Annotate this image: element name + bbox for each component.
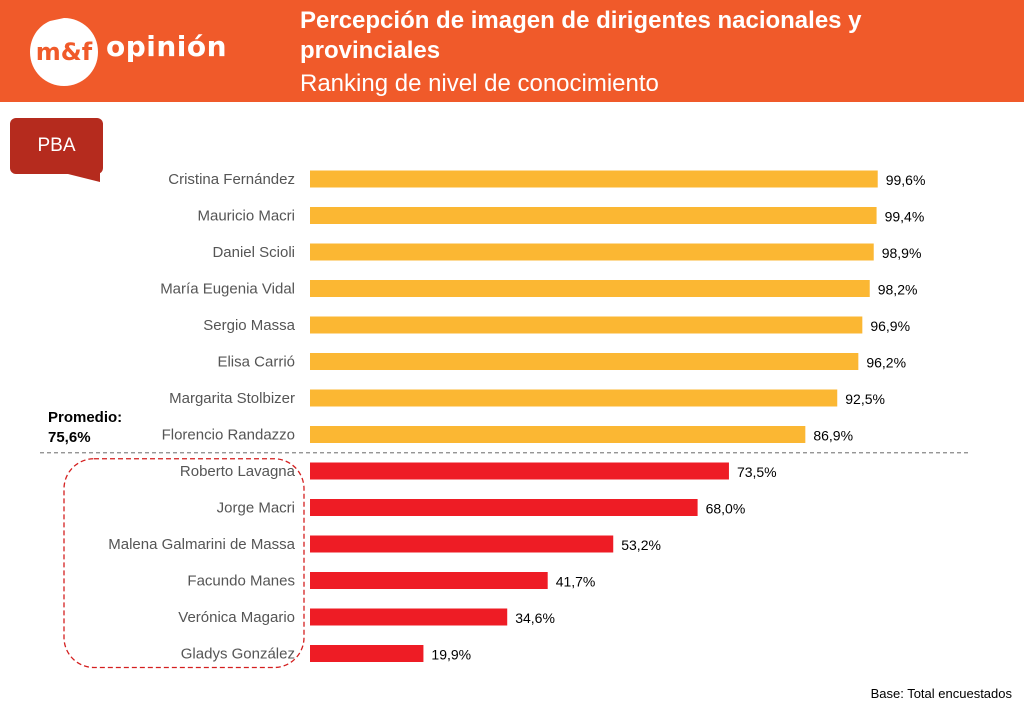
category-label: Florencio Randazzo xyxy=(162,427,295,444)
average-value: 75,6% xyxy=(48,429,91,446)
category-label: Roberto Lavagna xyxy=(180,463,296,480)
data-label: 73,5% xyxy=(737,464,777,480)
bar xyxy=(310,389,838,407)
bar xyxy=(310,535,614,553)
data-label: 99,4% xyxy=(885,209,925,225)
category-label: Cristina Fernández xyxy=(168,171,295,188)
category-label: Sergio Massa xyxy=(203,317,295,334)
logo-drop-icon xyxy=(30,18,98,86)
page-title: Percepción de imagen de dirigentes nacio… xyxy=(300,7,862,64)
data-label: 99,6% xyxy=(886,172,926,188)
category-label: Daniel Scioli xyxy=(212,244,295,261)
bar xyxy=(310,499,698,516)
category-label: Mauricio Macri xyxy=(197,208,295,225)
header-banner: m&f opinión Percepción de imagen de diri… xyxy=(0,0,1024,102)
bar xyxy=(310,645,424,662)
bar xyxy=(310,572,548,589)
bar xyxy=(310,243,874,261)
data-label: 53,2% xyxy=(621,537,661,553)
region-badge: PBA xyxy=(10,118,103,174)
below-average-highlight xyxy=(63,458,305,669)
page-subtitle: Ranking de nivel de conocimiento xyxy=(300,70,659,97)
average-annotation: Promedio: 75,6% xyxy=(48,408,122,448)
brand-name: opinión xyxy=(106,30,228,63)
category-label: Margarita Stolbizer xyxy=(169,390,295,407)
category-label: Elisa Carrió xyxy=(217,354,295,371)
bar xyxy=(310,207,877,224)
category-label: Gladys González xyxy=(181,646,295,663)
category-label: Facundo Manes xyxy=(187,573,295,590)
region-badge-tail xyxy=(60,172,100,182)
bar xyxy=(310,316,863,334)
bar xyxy=(310,170,878,188)
data-label: 98,2% xyxy=(878,282,918,298)
average-label: Promedio: xyxy=(48,409,123,426)
bar xyxy=(310,353,859,370)
bar xyxy=(310,280,870,297)
data-label: 92,5% xyxy=(845,391,885,407)
data-label: 86,9% xyxy=(813,428,853,444)
base-note: Base: Total encuestados xyxy=(870,686,1012,701)
data-label: 98,9% xyxy=(882,245,922,261)
data-label: 41,7% xyxy=(556,574,596,590)
data-label: 68,0% xyxy=(706,501,746,517)
svg-text:m&f: m&f xyxy=(36,38,93,66)
bar xyxy=(310,462,729,480)
data-label: 96,9% xyxy=(870,318,910,334)
category-label: María Eugenia Vidal xyxy=(160,281,295,298)
data-label: 96,2% xyxy=(866,355,906,371)
category-label: Verónica Magario xyxy=(178,609,295,626)
bar xyxy=(310,426,806,443)
category-label: Jorge Macri xyxy=(217,500,295,517)
category-label: Malena Galmarini de Massa xyxy=(108,536,295,553)
brand-logo: m&f xyxy=(30,18,98,86)
data-label: 19,9% xyxy=(431,647,471,663)
data-label: 34,6% xyxy=(515,610,555,626)
bar xyxy=(310,608,508,626)
